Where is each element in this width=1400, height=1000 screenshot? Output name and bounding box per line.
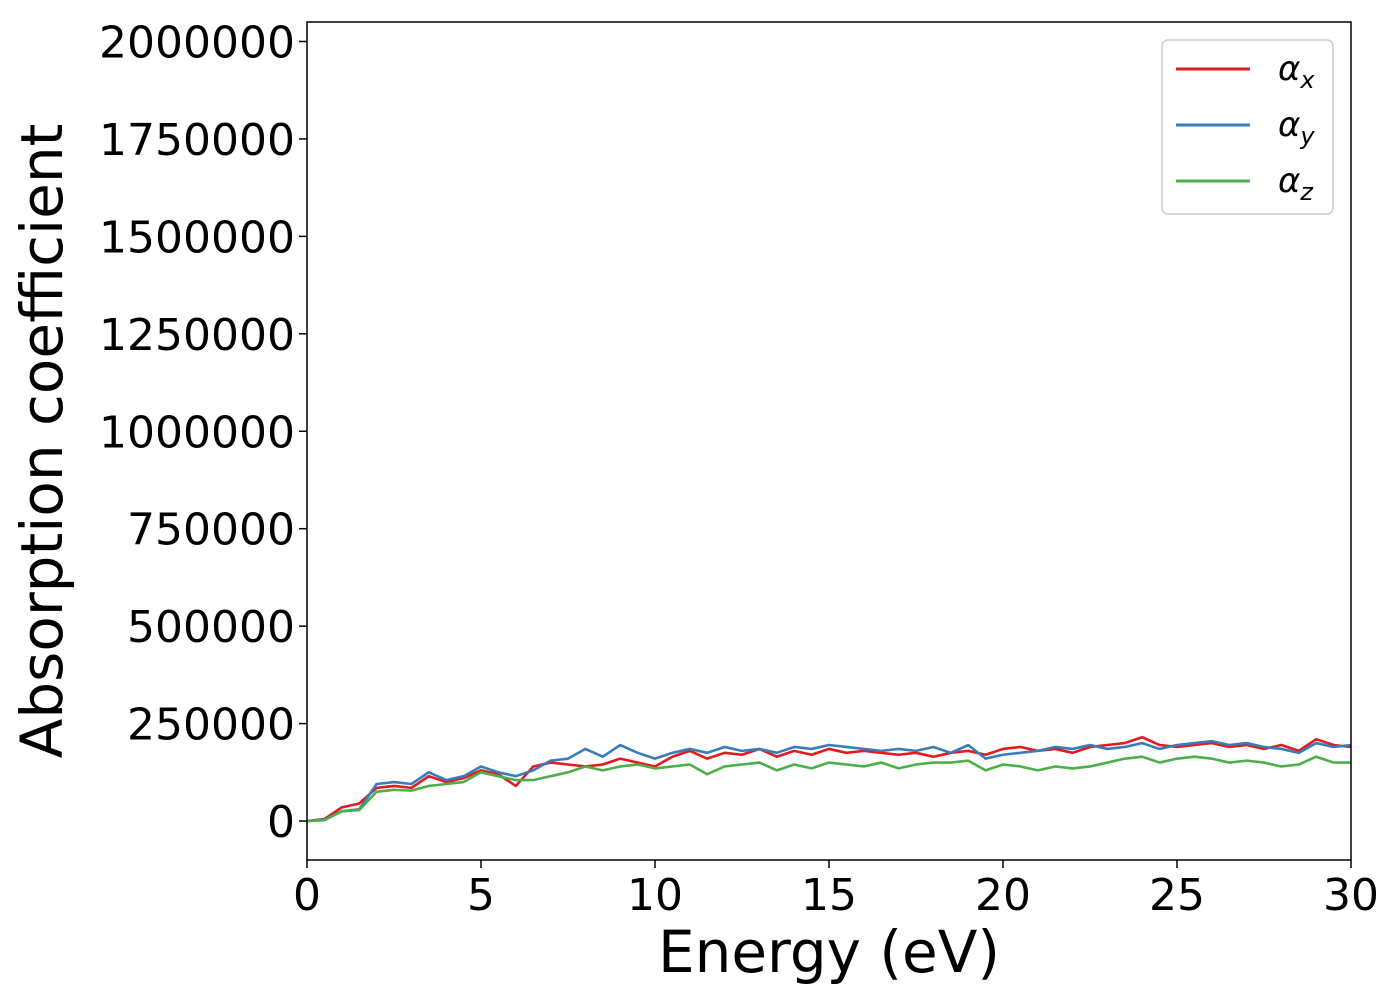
x-tick-label: 10 bbox=[627, 870, 683, 921]
legend-label-alpha-x: αx bbox=[1278, 49, 1315, 94]
x-tick-label: 5 bbox=[467, 870, 495, 921]
x-axis: 0 5 10 15 20 25 30 bbox=[293, 860, 1379, 921]
legend-label-symbol: α bbox=[1278, 161, 1300, 201]
y-tick-label: 2000000 bbox=[99, 17, 295, 68]
y-tick-label: 1000000 bbox=[99, 407, 295, 458]
legend-label-subscript: y bbox=[1299, 122, 1315, 150]
y-tick-label: 750000 bbox=[127, 505, 295, 556]
legend-label-subscript: x bbox=[1299, 66, 1315, 94]
legend-label-subscript: z bbox=[1299, 178, 1314, 206]
x-tick-label: 15 bbox=[801, 870, 857, 921]
y-axis-title: Absorption coefficient bbox=[8, 124, 76, 759]
series-line-alpha-y bbox=[307, 739, 1351, 823]
legend-label-alpha-z: αz bbox=[1278, 161, 1314, 206]
x-tick-label: 20 bbox=[975, 870, 1031, 921]
x-tick-label: 25 bbox=[1149, 870, 1205, 921]
y-tick-label: 1750000 bbox=[99, 115, 295, 166]
legend-box bbox=[1161, 39, 1334, 215]
y-tick-label: 0 bbox=[267, 797, 295, 848]
y-tick-label: 1500000 bbox=[99, 212, 295, 263]
series-layer bbox=[307, 735, 1351, 823]
x-tick-label: 30 bbox=[1323, 870, 1379, 921]
y-tick-label: 500000 bbox=[127, 602, 295, 653]
legend-label-symbol: α bbox=[1278, 49, 1300, 89]
legend-label-symbol: α bbox=[1278, 105, 1300, 145]
series-line-alpha-x bbox=[307, 735, 1351, 823]
y-tick-label: 250000 bbox=[127, 700, 295, 751]
x-tick-label: 0 bbox=[293, 870, 321, 921]
y-axis: 0 250000 500000 750000 1000000 1250000 1500000… bbox=[99, 17, 307, 848]
series-line-alpha-z bbox=[307, 755, 1351, 823]
x-axis-title: Energy (eV) bbox=[658, 918, 1000, 986]
legend-label-alpha-y: αy bbox=[1278, 105, 1315, 150]
y-tick-label: 1250000 bbox=[99, 310, 295, 361]
